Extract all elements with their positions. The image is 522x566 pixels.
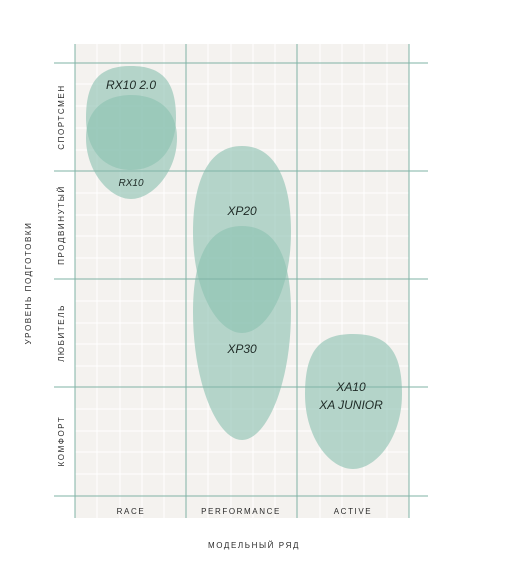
column-label-active: ACTIVE bbox=[334, 507, 373, 516]
column-label-performance: PERFORMANCE bbox=[201, 507, 281, 516]
row-label-comfort: КОМФОРТ bbox=[57, 416, 66, 467]
blob-xa bbox=[305, 334, 402, 469]
y-axis-title: УРОВЕНЬ ПОДГОТОВКИ bbox=[24, 221, 33, 344]
model-label-rx10-2: RX10 2.0 bbox=[106, 78, 156, 92]
model-label-xp20: XP20 bbox=[226, 204, 257, 218]
row-label-sportsmen: СПОРТСМЕН bbox=[57, 84, 66, 149]
model-label-xp30: XP30 bbox=[226, 342, 257, 356]
row-label-advanced: ПРОДВИНУТЫЙ bbox=[57, 185, 66, 265]
model-label-xa10: XA10 bbox=[335, 380, 366, 394]
row-label-amateur: ЛЮБИТЕЛЬ bbox=[57, 304, 66, 362]
model-label-rx10: RX10 bbox=[118, 178, 143, 189]
column-label-race: RACE bbox=[117, 507, 146, 516]
model-label-xa-junior: XA JUNIOR bbox=[318, 398, 383, 412]
major-grid bbox=[54, 44, 428, 518]
x-axis-title: МОДЕЛЬНЫЙ РЯД bbox=[208, 541, 300, 550]
blob-rx10-2 bbox=[86, 66, 176, 170]
blob-xp20 bbox=[193, 146, 291, 333]
